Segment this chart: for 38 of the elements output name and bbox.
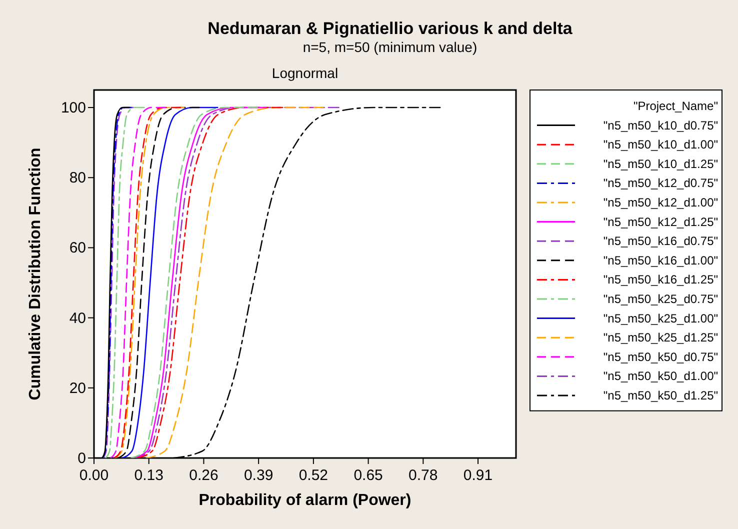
x-tick-label: 0.13 [134, 467, 164, 484]
x-tick-label: 0.26 [189, 467, 218, 484]
line-series [122, 106, 218, 458]
legend-label: "n5_m50_k12_d1.25" [603, 214, 718, 229]
x-tick-label: 0.00 [79, 467, 109, 484]
x-axis-title: Probability of alarm (Power) [198, 492, 412, 509]
legend-label: "n5_m50_k12_d1.00" [603, 196, 718, 210]
legend-label: "n5_m50_k10_d1.25" [603, 156, 718, 171]
legend-label: "n5_m50_k25_d0.75" [603, 292, 718, 306]
legend-label: "n5_m50_k50_d1.00" [603, 369, 718, 384]
y-axis-title: Cumulative Distribution Function [27, 148, 44, 400]
y-tick-label: 80 [69, 170, 86, 187]
x-tick-label: 0.52 [298, 467, 328, 484]
text: Lognormal [272, 65, 338, 81]
legend-label: "n5_m50_k10_d0.75" [603, 118, 718, 132]
legend-label: "n5_m50_k16_d1.25" [603, 272, 718, 287]
y-tick-label: 20 [69, 380, 86, 397]
chart-subtitle: n=5, m=50 (minimum value) [302, 39, 478, 55]
legend-label: "n5_m50_k12_d0.75" [603, 176, 718, 190]
x-tick-label: 0.65 [354, 467, 383, 484]
legend-label: "n5_m50_k25_d1.00" [603, 311, 718, 326]
x-tick-label: 0.78 [408, 467, 438, 484]
legend-label: "n5_m50_k10_d1.00" [603, 138, 718, 152]
legend-label: "n5_m50_k25_d1.25" [603, 330, 718, 345]
y-tick-label: 60 [69, 240, 86, 257]
legend-label: "n5_m50_k50_d1.25" [603, 388, 718, 402]
legend-title: "Project_Name" [633, 99, 718, 113]
y-tick-label: 100 [60, 100, 86, 117]
y-tick-label: 0 [78, 450, 86, 467]
line-series [110, 106, 166, 458]
line-series [104, 106, 145, 458]
legend-label: "n5_m50_k16_d0.75" [603, 234, 718, 248]
legend-label: "n5_m50_k16_d1.00" [603, 253, 718, 268]
y-tick-label: 40 [69, 310, 86, 327]
chart-title: Nedumaran & Pignatiellio various k and delta [208, 19, 573, 38]
x-tick-label: 0.39 [244, 467, 274, 484]
legend-label: "n5_m50_k50_d0.75" [603, 350, 718, 364]
x-tick-label: 0.91 [463, 467, 493, 484]
